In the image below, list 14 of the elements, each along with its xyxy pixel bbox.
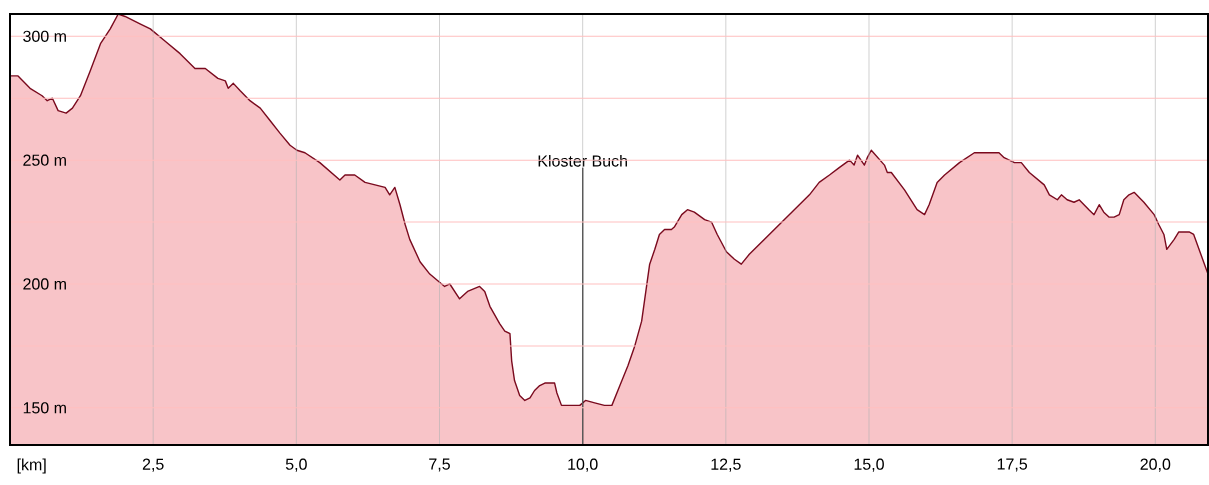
x-tick-label: 5,0 (285, 458, 307, 472)
y-tick-label: 200 m (23, 278, 66, 290)
ref-line-label: Kloster Buch (538, 154, 627, 167)
x-tick-label: 2,5 (142, 458, 164, 472)
x-tick-label: 17,5 (997, 458, 1028, 472)
x-tick-label: 15,0 (854, 458, 884, 472)
y-tick-label: 300 m (23, 30, 66, 42)
x-tick-label: 12,5 (711, 458, 741, 472)
y-tick-label: 150 m (23, 402, 66, 414)
x-tick-label: 20,0 (1140, 458, 1171, 472)
x-tick-label: 7,5 (429, 458, 450, 472)
x-axis-title: [km] (17, 458, 46, 474)
x-tick-label: 10,0 (568, 458, 598, 472)
y-tick-label: 250 m (23, 154, 66, 166)
